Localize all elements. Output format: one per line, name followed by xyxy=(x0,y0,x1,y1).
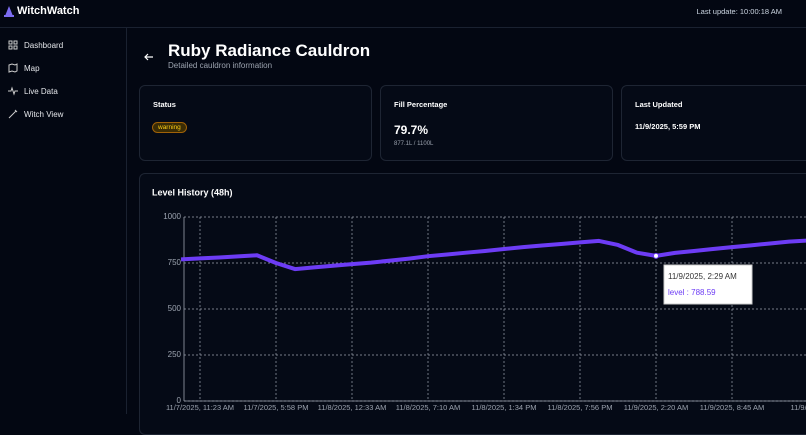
y-tick-label: 750 xyxy=(168,258,182,267)
x-tick-label: 11/7/2025, 5:58 PM xyxy=(244,403,309,412)
chart-title: Level History (48h) xyxy=(152,187,233,197)
nav-item[interactable]: Map xyxy=(8,63,40,73)
x-tick-label: 11/8/2025, 12:33 AM xyxy=(318,403,387,412)
nav-item[interactable]: Live Data xyxy=(8,86,58,96)
fill-value: 79.7% xyxy=(394,123,429,137)
nav-label: Witch View xyxy=(24,109,64,119)
card-label: Fill Percentage xyxy=(394,100,448,109)
x-tick-label: 11/9/2025, xyxy=(791,403,806,412)
updated-value: 11/9/2025, 5:59 PM xyxy=(635,122,701,131)
status-card: Status warning xyxy=(139,85,372,161)
brand[interactable]: WitchWatch xyxy=(17,5,80,17)
top-bar: WitchWatch Last update: 10:00:18 AM xyxy=(0,0,806,28)
tooltip-box xyxy=(663,264,753,305)
data-line xyxy=(180,238,806,272)
x-tick-label: 11/8/2025, 7:10 AM xyxy=(396,403,461,412)
x-tick-label: 11/9/2025, 8:45 AM xyxy=(700,403,765,412)
nav-label: Live Data xyxy=(24,86,58,96)
page-subtitle: Detailed cauldron information xyxy=(168,61,273,70)
fill-detail: 877.1L / 1100L xyxy=(394,141,434,147)
logo-icon xyxy=(4,6,14,17)
active-dot xyxy=(653,252,659,259)
card-label: Last Updated xyxy=(635,100,683,109)
status-badge: warning xyxy=(152,122,187,133)
tooltip: 11/9/2025, 2:29 AM level : 788.59 xyxy=(663,264,753,305)
fill-card: Fill Percentage 79.7% 877.1L / 1100L xyxy=(380,85,613,161)
y-tick-label: 250 xyxy=(168,350,182,359)
back-button[interactable] xyxy=(144,52,154,62)
x-tick-label: 11/8/2025, 1:34 PM xyxy=(472,403,537,412)
tooltip-time: 11/9/2025, 2:29 AM xyxy=(668,272,737,281)
chart: Level History (48h) 0 250 500 750 1000 11/7/2… xyxy=(152,187,806,412)
sidebar: Dashboard Map Live Data Witch View xyxy=(0,28,127,414)
nav-item[interactable]: Dashboard xyxy=(8,40,63,50)
x-tick-label: 11/8/2025, 7:56 PM xyxy=(548,403,613,412)
x-tick-label: 11/9/2025, 2:20 AM xyxy=(624,403,689,412)
updated-card: Last Updated 11/9/2025, 5:59 PM xyxy=(621,85,806,161)
y-tick-label: 0 xyxy=(177,396,182,405)
x-tick-label: 11/7/2025, 11:23 AM xyxy=(166,403,234,412)
y-tick-label: 1000 xyxy=(163,212,181,221)
tooltip-value: level : 788.59 xyxy=(668,288,716,297)
nav-label: Dashboard xyxy=(24,40,64,50)
nav-item[interactable]: Witch View xyxy=(8,109,63,119)
last-update: Last update: 10:00:18 AM xyxy=(696,7,782,16)
card-label: Status xyxy=(153,100,176,109)
y-tick-label: 500 xyxy=(168,304,182,313)
nav-label: Map xyxy=(24,63,40,73)
page-title: Ruby Radiance Cauldron xyxy=(168,41,371,60)
